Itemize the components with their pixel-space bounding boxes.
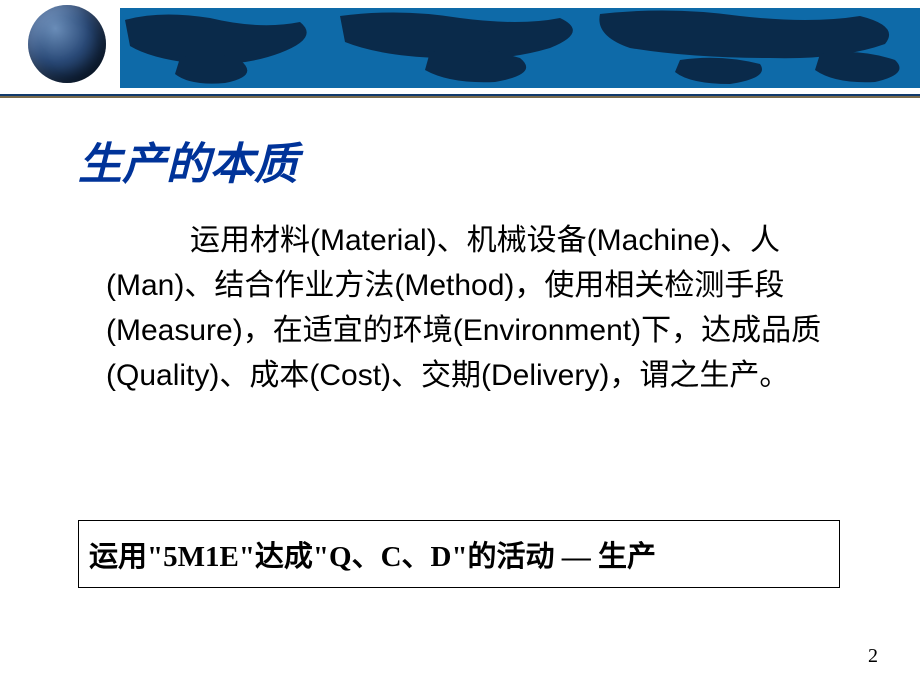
body-paragraph: 运用材料(Material)、机械设备(Machine)、人(Man)、结合作业…: [106, 218, 876, 398]
world-map-strip: [120, 8, 920, 88]
page-number: 2: [868, 645, 878, 668]
summary-callout: 运用"5M1E"达成"Q、C、D"的活动 — 生产: [78, 520, 840, 588]
header-underline: [0, 94, 920, 98]
header-band: [0, 0, 920, 95]
globe-icon: [28, 5, 106, 83]
slide-title: 生产的本质: [78, 128, 298, 192]
